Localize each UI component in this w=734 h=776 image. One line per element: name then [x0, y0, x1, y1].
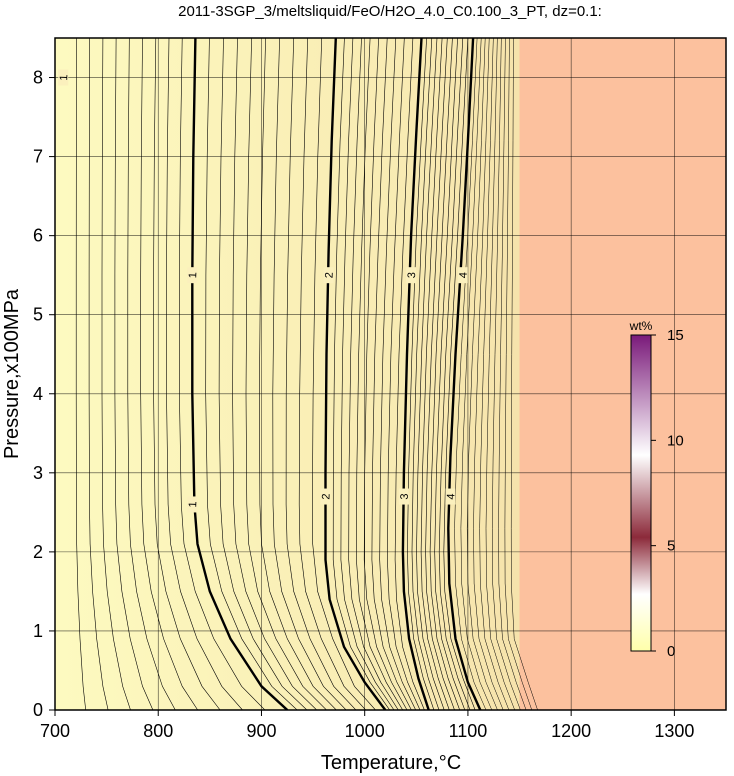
contour-label: 4	[458, 272, 470, 279]
thin-contour	[411, 38, 440, 710]
contour-label: 3	[399, 493, 411, 500]
thin-contour	[153, 38, 221, 710]
contour-level-3	[401, 38, 430, 710]
contour-label: 1	[58, 74, 70, 81]
y-tick-label: 2	[33, 542, 43, 562]
x-tick-label: 1000	[345, 721, 385, 741]
thin-contour	[179, 38, 266, 710]
contour-label: 3	[406, 272, 418, 279]
thin-contour	[312, 38, 376, 710]
x-tick-label: 1100	[449, 721, 488, 741]
colorbar-tick-label: 0	[667, 643, 675, 660]
y-tick-label: 8	[33, 68, 43, 88]
y-axis-label: Pressure,x100MPa	[1, 288, 23, 459]
thin-contour	[356, 38, 403, 710]
thin-contour	[504, 38, 533, 710]
thin-contour	[443, 38, 476, 710]
contour-label-bg	[323, 267, 334, 284]
thin-contour	[340, 38, 395, 710]
colorbar-tick-label: 5	[667, 538, 675, 555]
contour-label-bg	[445, 488, 456, 505]
thin-contour	[379, 38, 416, 710]
y-tick-label: 3	[33, 463, 43, 483]
y-tick-label: 1	[33, 621, 43, 641]
thin-contour	[75, 38, 86, 710]
colorbar-ticks: 0 5 10 15	[651, 327, 684, 660]
thin-contour	[479, 38, 510, 710]
contour-label: 2	[323, 272, 335, 279]
contour-label-bg	[58, 69, 69, 86]
y-axis-ticks: 0 1 2 3 4 5 6 7 8	[33, 68, 55, 720]
thin-contour	[438, 38, 471, 710]
thin-contour	[114, 38, 154, 710]
contour-label: 1	[187, 501, 199, 508]
colorbar-gradient	[630, 334, 652, 652]
thin-contour	[272, 38, 347, 710]
y-tick-label: 0	[33, 700, 43, 720]
thin-contour	[348, 38, 399, 710]
thin-contour	[425, 38, 455, 710]
y-tick-label: 6	[33, 226, 43, 246]
contour-label-bg	[457, 267, 468, 284]
thin-contour	[387, 38, 421, 710]
contour-label-bg	[398, 488, 409, 505]
x-tick-label: 800	[143, 721, 173, 741]
thin-contour	[460, 38, 493, 710]
thin-contour	[88, 38, 109, 710]
x-axis-ticks: 700 800 900 1000 1100 1200 1300	[40, 710, 694, 741]
saturated-region	[519, 38, 726, 710]
thin-contour	[101, 38, 131, 710]
chart-title: 2011-3SGP_3/meltsliquid/FeO/H2O_4.0_C0.1…	[178, 3, 602, 20]
thin-contour	[473, 38, 504, 710]
thin-contour	[434, 38, 466, 710]
colorbar-tick-label: 15	[667, 327, 684, 344]
thin-contour	[298, 38, 366, 710]
colorbar-label: wt%	[629, 319, 653, 333]
thin-contour	[205, 38, 298, 710]
thin-contour	[332, 38, 390, 710]
thin-contour	[416, 38, 445, 710]
x-tick-label: 700	[40, 721, 70, 741]
thin-contour	[245, 38, 327, 710]
thin-contour	[485, 38, 515, 710]
contour-label-bg	[187, 496, 198, 513]
thin-contour	[140, 38, 198, 710]
contour-label-bg	[406, 267, 417, 284]
thin-contour	[407, 38, 435, 710]
thin-contour	[285, 38, 357, 710]
thin-contour	[510, 38, 538, 710]
contour-label: 2	[320, 493, 332, 500]
thin-contour	[232, 38, 317, 710]
x-tick-label: 900	[246, 721, 276, 741]
thin-contour	[429, 38, 460, 710]
thin-contour	[394, 38, 425, 710]
x-axis-label: Temperature,°C	[321, 752, 461, 774]
x-tick-label: 1300	[654, 721, 694, 741]
contour-level-1	[191, 38, 289, 710]
y-tick-label: 7	[33, 147, 43, 167]
thin-contour	[127, 38, 176, 710]
thin-contours	[75, 38, 538, 710]
colorbar-tick-label: 10	[667, 432, 684, 449]
thin-contour	[498, 38, 527, 710]
colorbar: wt% 0 5 10 15	[629, 319, 684, 660]
thin-contour	[218, 38, 308, 710]
x-tick-label: 1200	[551, 721, 591, 741]
contour-level-2	[324, 38, 387, 710]
contour-label: 4	[445, 493, 457, 500]
contour-label-bg	[187, 267, 198, 284]
contour-label-bg	[320, 488, 331, 505]
contour-label: 1	[187, 272, 199, 279]
y-tick-label: 4	[33, 384, 43, 404]
thin-contour	[166, 38, 243, 710]
contour-labels: 1 1 2 2 3 3 4 4 1	[58, 69, 470, 513]
thin-contour	[420, 38, 450, 710]
thin-contour	[492, 38, 521, 710]
y-tick-label: 5	[33, 305, 43, 325]
plot-frame	[54, 37, 727, 711]
thin-contour	[371, 38, 412, 710]
